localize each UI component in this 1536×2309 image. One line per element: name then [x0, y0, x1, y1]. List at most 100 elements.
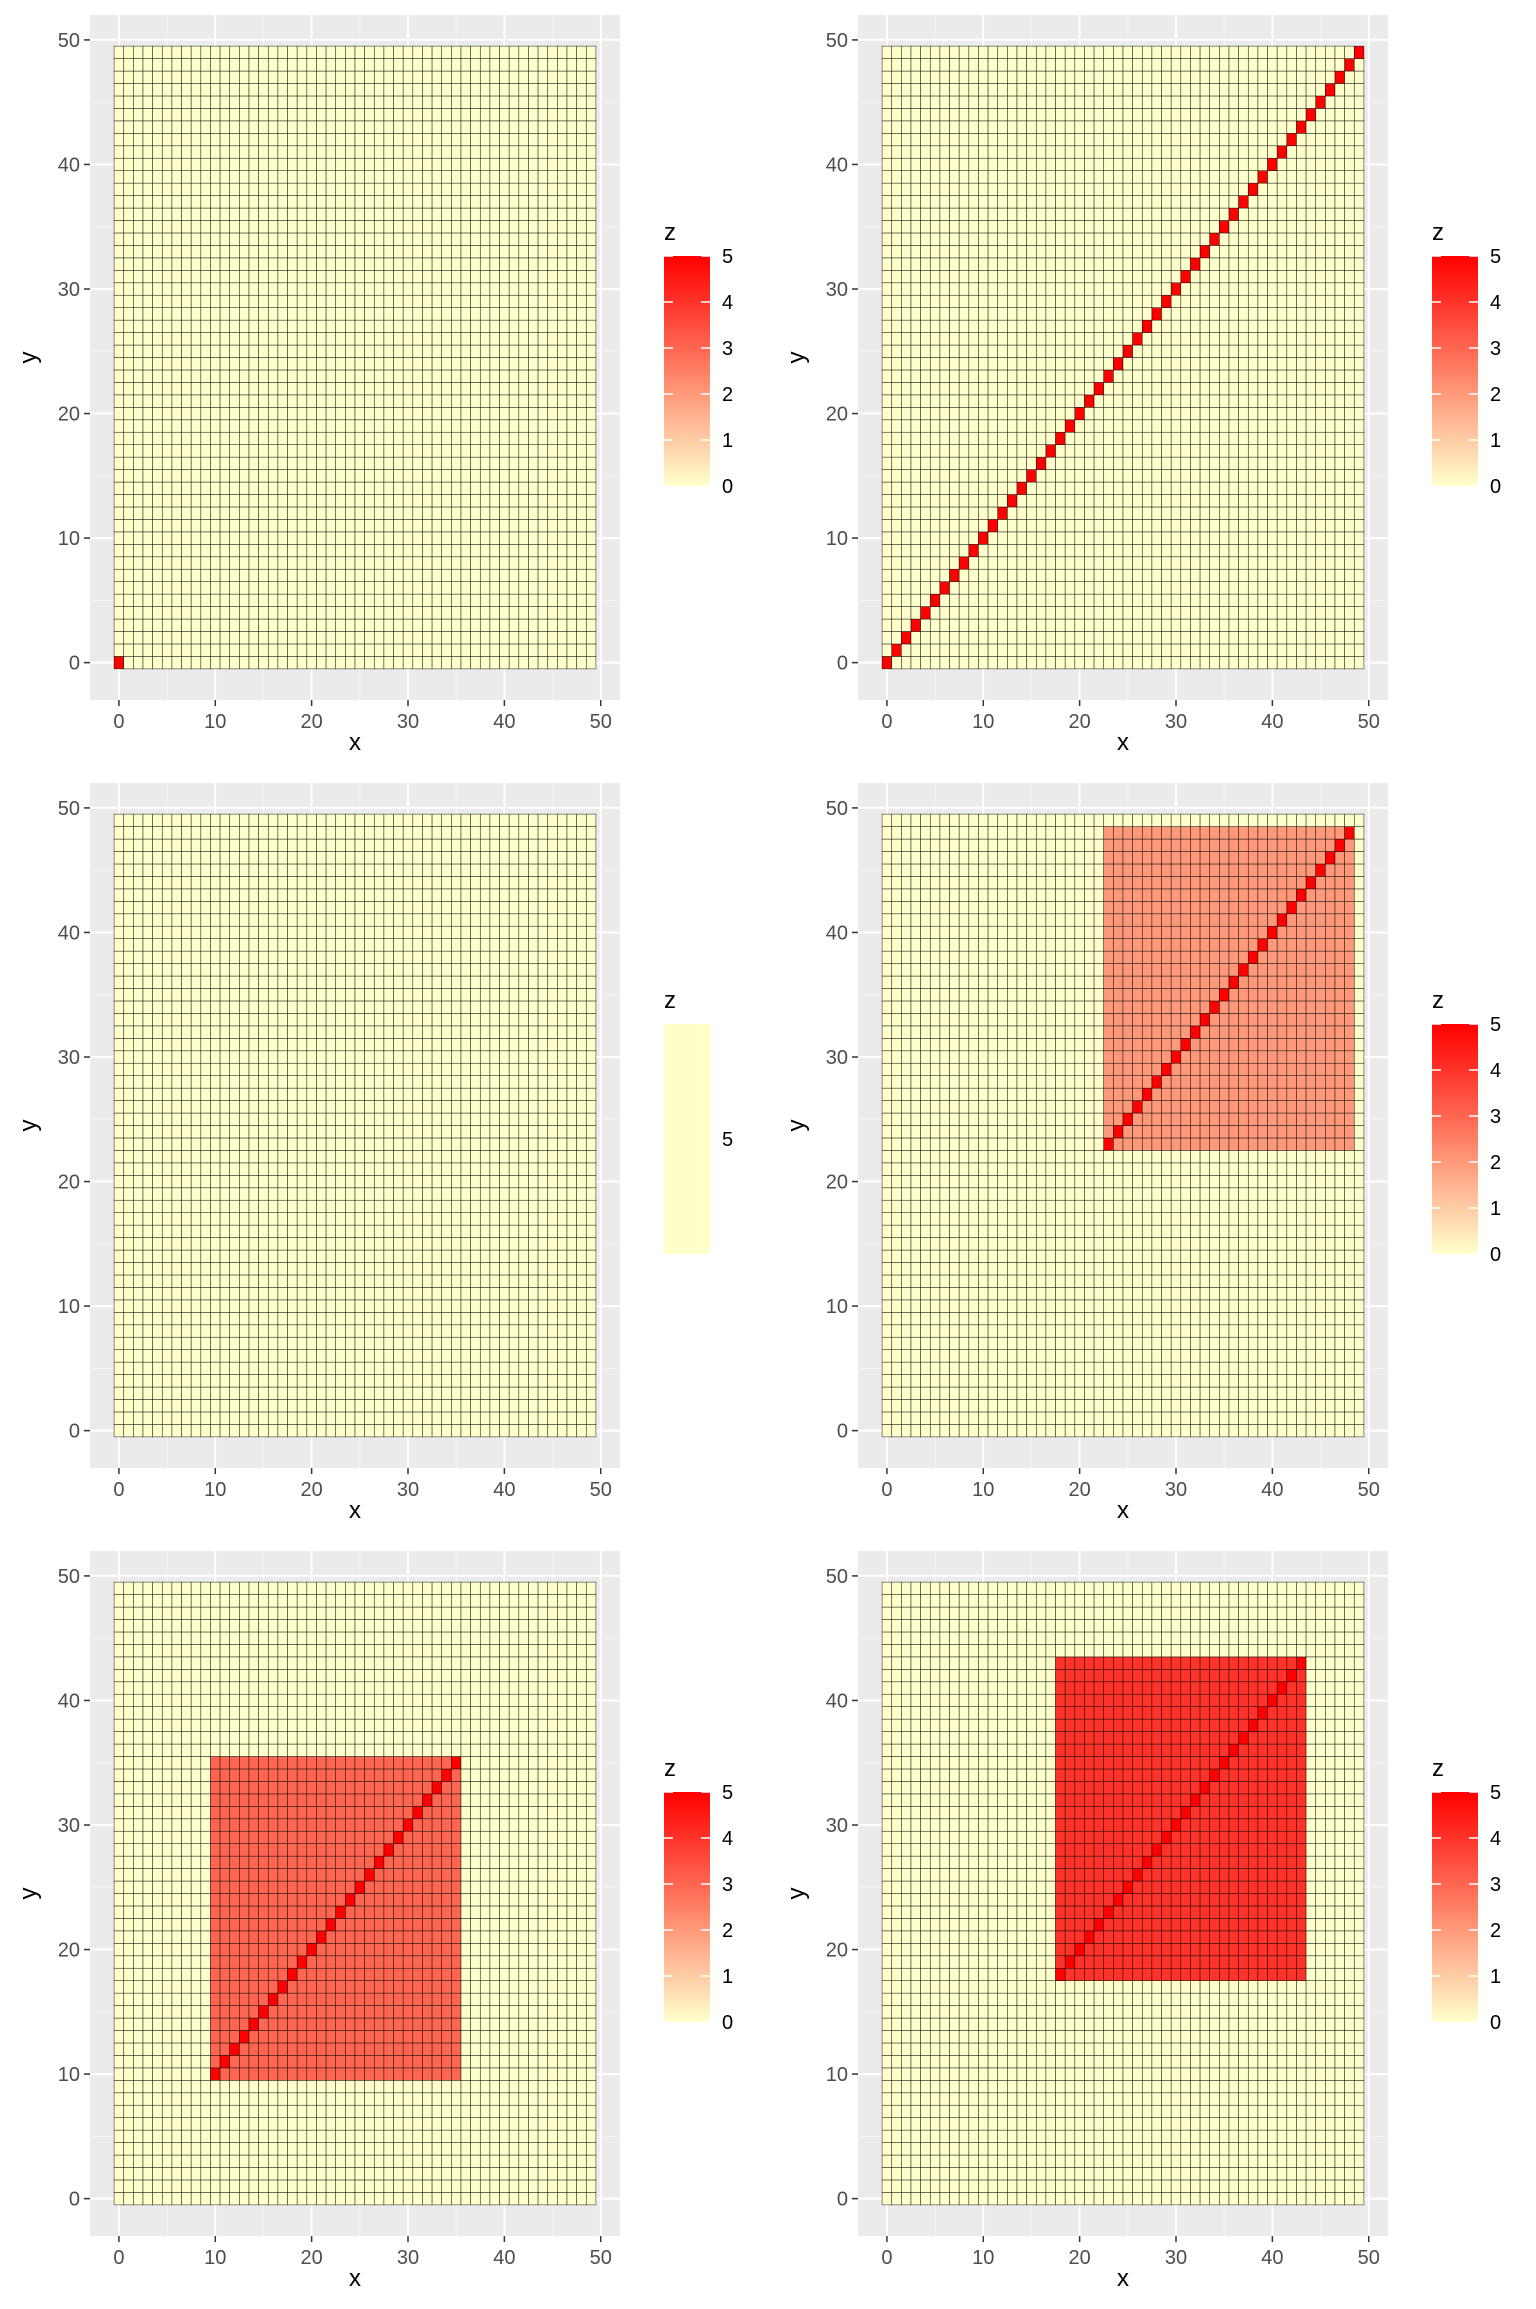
- heatmap-cell: [239, 270, 249, 282]
- heatmap-cell: [1046, 445, 1056, 457]
- heatmap-cell: [500, 333, 510, 345]
- heatmap-cell: [1152, 407, 1162, 419]
- heatmap-cell: [978, 121, 988, 133]
- heatmap-cell: [1162, 607, 1172, 619]
- heatmap-cell: [1171, 245, 1181, 257]
- heatmap-cell: [471, 656, 481, 668]
- heatmap-cell: [557, 607, 567, 619]
- heatmap-cell: [1306, 457, 1316, 469]
- heatmap-cell: [316, 270, 326, 282]
- heatmap-cell: [201, 283, 211, 295]
- heatmap-cell: [1210, 345, 1220, 357]
- heatmap-cell: [394, 532, 404, 544]
- heatmap-cell: [355, 146, 365, 158]
- heatmap-cell: [268, 495, 278, 507]
- heatmap-cell: [239, 644, 249, 656]
- heatmap-cell: [1325, 245, 1335, 257]
- heatmap-cell: [1017, 407, 1027, 419]
- y-tick-label: 50: [58, 30, 80, 52]
- heatmap-cell: [490, 382, 500, 394]
- heatmap-cell: [1325, 84, 1335, 96]
- heatmap-cell: [1123, 470, 1133, 482]
- heatmap-cell: [1181, 420, 1191, 432]
- heatmap-cell: [1200, 158, 1210, 170]
- heatmap-cell: [1248, 594, 1258, 606]
- heatmap-cell: [1219, 519, 1229, 531]
- heatmap-cell: [1104, 495, 1114, 507]
- heatmap-cell: [191, 270, 201, 282]
- heatmap-cell: [940, 382, 950, 394]
- heatmap-cell: [326, 644, 336, 656]
- heatmap-cell: [1094, 569, 1104, 581]
- heatmap-cell: [153, 557, 163, 569]
- heatmap-cell: [143, 320, 153, 332]
- heatmap-cell: [297, 320, 307, 332]
- heatmap-cell: [586, 482, 596, 494]
- heatmap-cell: [278, 482, 288, 494]
- heatmap-cell: [577, 333, 587, 345]
- heatmap-cell: [172, 382, 182, 394]
- heatmap-cell: [1296, 171, 1306, 183]
- heatmap-cell: [528, 370, 538, 382]
- heatmap-cell: [509, 495, 519, 507]
- heatmap-cell: [182, 495, 192, 507]
- heatmap-cell: [210, 532, 220, 544]
- heatmap-cell: [143, 569, 153, 581]
- heatmap-cell: [988, 308, 998, 320]
- heatmap-cell: [384, 644, 394, 656]
- heatmap-cell: [124, 507, 134, 519]
- heatmap-cell: [1142, 59, 1152, 71]
- heatmap-cell: [182, 445, 192, 457]
- heatmap-cell: [988, 258, 998, 270]
- heatmap-cell: [940, 370, 950, 382]
- heatmap-cell: [451, 221, 461, 233]
- heatmap-cell: [403, 196, 413, 208]
- heatmap-cell: [882, 196, 892, 208]
- heatmap-cell: [577, 420, 587, 432]
- heatmap-cell: [1200, 407, 1210, 419]
- heatmap-cell: [1162, 519, 1172, 531]
- heatmap-cell: [998, 108, 1008, 120]
- heatmap-cell: [901, 171, 911, 183]
- heatmap-cell: [1094, 407, 1104, 419]
- heatmap-cell: [509, 482, 519, 494]
- heatmap-cell: [930, 470, 940, 482]
- heatmap-cell: [567, 519, 577, 531]
- heatmap-cell: [413, 96, 423, 108]
- heatmap-cell: [1190, 544, 1200, 556]
- heatmap-cell: [422, 71, 432, 83]
- heatmap-cell: [1094, 258, 1104, 270]
- heatmap-cell: [959, 146, 969, 158]
- heatmap-cell: [1268, 221, 1278, 233]
- heatmap-cell: [998, 358, 1008, 370]
- heatmap-cell: [567, 46, 577, 58]
- heatmap-cell: [1258, 146, 1268, 158]
- heatmap-cell: [403, 258, 413, 270]
- heatmap-cell: [950, 183, 960, 195]
- heatmap-cell: [374, 358, 384, 370]
- heatmap-cell: [1075, 594, 1085, 606]
- heatmap-cell: [1084, 158, 1094, 170]
- heatmap-cell: [557, 270, 567, 282]
- heatmap-cell: [1200, 183, 1210, 195]
- heatmap-cell: [1094, 133, 1104, 145]
- heatmap-cell: [567, 569, 577, 581]
- heatmap-cell: [1258, 607, 1268, 619]
- heatmap-cell: [969, 457, 979, 469]
- heatmap-cell: [586, 358, 596, 370]
- heatmap-cell: [1142, 208, 1152, 220]
- heatmap-cell: [259, 146, 269, 158]
- heatmap-cell: [1152, 308, 1162, 320]
- heatmap-cell: [153, 121, 163, 133]
- heatmap-cell: [268, 619, 278, 631]
- heatmap-cell: [1027, 582, 1037, 594]
- heatmap-cell: [1017, 382, 1027, 394]
- heatmap-cell: [1171, 582, 1181, 594]
- heatmap-cell: [1325, 196, 1335, 208]
- heatmap-cell: [1142, 171, 1152, 183]
- heatmap-cell: [1325, 445, 1335, 457]
- heatmap-cell: [442, 270, 452, 282]
- heatmap-cell: [239, 432, 249, 444]
- heatmap-cell: [374, 656, 384, 668]
- heatmap-cell: [239, 656, 249, 668]
